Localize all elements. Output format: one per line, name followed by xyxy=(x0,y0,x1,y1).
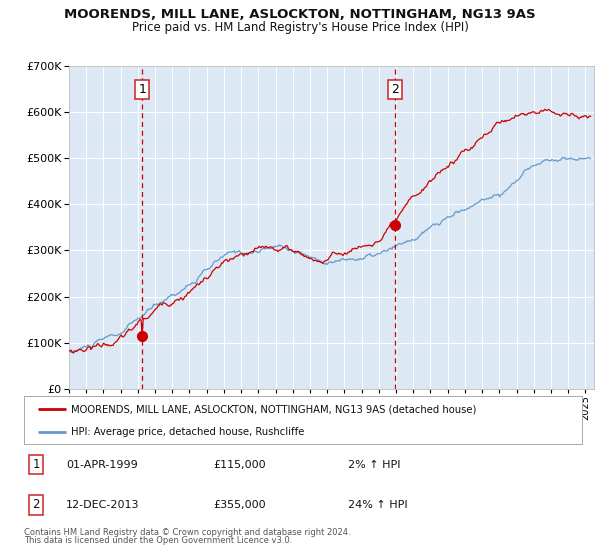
Text: 24% ↑ HPI: 24% ↑ HPI xyxy=(347,500,407,510)
Text: 2% ↑ HPI: 2% ↑ HPI xyxy=(347,460,400,470)
Text: This data is licensed under the Open Government Licence v3.0.: This data is licensed under the Open Gov… xyxy=(24,536,292,545)
Text: Contains HM Land Registry data © Crown copyright and database right 2024.: Contains HM Land Registry data © Crown c… xyxy=(24,528,350,536)
Text: MOORENDS, MILL LANE, ASLOCKTON, NOTTINGHAM, NG13 9AS: MOORENDS, MILL LANE, ASLOCKTON, NOTTINGH… xyxy=(64,8,536,21)
Text: 01-APR-1999: 01-APR-1999 xyxy=(66,460,137,470)
Text: 2: 2 xyxy=(32,498,40,511)
Text: £115,000: £115,000 xyxy=(214,460,266,470)
Text: £355,000: £355,000 xyxy=(214,500,266,510)
Text: 12-DEC-2013: 12-DEC-2013 xyxy=(66,500,139,510)
Text: HPI: Average price, detached house, Rushcliffe: HPI: Average price, detached house, Rush… xyxy=(71,427,305,437)
Text: Price paid vs. HM Land Registry's House Price Index (HPI): Price paid vs. HM Land Registry's House … xyxy=(131,21,469,34)
Text: 1: 1 xyxy=(32,458,40,471)
Text: 1: 1 xyxy=(138,83,146,96)
Text: MOORENDS, MILL LANE, ASLOCKTON, NOTTINGHAM, NG13 9AS (detached house): MOORENDS, MILL LANE, ASLOCKTON, NOTTINGH… xyxy=(71,404,477,414)
Text: 2: 2 xyxy=(391,83,399,96)
